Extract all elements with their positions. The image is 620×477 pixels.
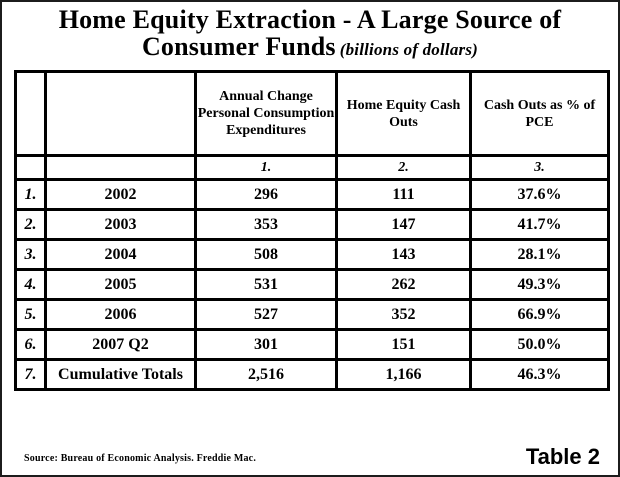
row-number-cell: 4.: [14, 268, 47, 301]
header-corner-cell: [14, 70, 47, 157]
cash-outs-cell: 111: [335, 178, 472, 211]
cash-outs-cell: 143: [335, 238, 472, 271]
row-number-cell: 2.: [14, 208, 47, 241]
year-cell: 2006: [44, 298, 197, 331]
cash-outs-cell: 262: [335, 268, 472, 301]
pce-cell: 531: [194, 268, 338, 301]
pct-cell: 37.6%: [469, 178, 610, 211]
table-row: 3. 2004 508 143 28.1%: [14, 238, 610, 271]
row-number-cell: 5.: [14, 298, 47, 331]
pct-cell: 50.0%: [469, 328, 610, 361]
pct-cell: 66.9%: [469, 298, 610, 331]
pce-cell: 353: [194, 208, 338, 241]
pce-cell: 296: [194, 178, 338, 211]
header-cash-outs: Home Equity Cash Outs: [335, 70, 472, 157]
year-cell: 2007 Q2: [44, 328, 197, 361]
table-row: 1. 2002 296 111 37.6%: [14, 178, 610, 211]
year-cell: 2002: [44, 178, 197, 211]
column-number: 1.: [194, 154, 338, 181]
table-row: 5. 2006 527 352 66.9%: [14, 298, 610, 331]
year-cell: Cumulative Totals: [44, 358, 197, 391]
pct-cell: 41.7%: [469, 208, 610, 241]
title-line-1: Home Equity Extraction - A Large Source …: [58, 5, 562, 34]
cash-outs-cell: 151: [335, 328, 472, 361]
page-title: Home Equity Extraction - A Large Source …: [2, 6, 618, 63]
year-cell: 2004: [44, 238, 197, 271]
data-table: Annual Change Personal Consumption Expen…: [14, 70, 610, 391]
row-number-cell: 1.: [14, 178, 47, 211]
source-note: Source: Bureau of Economic Analysis. Fre…: [24, 453, 257, 464]
colnum-empty-cell: [14, 154, 47, 181]
pct-cell: 46.3%: [469, 358, 610, 391]
column-number-row: 1. 2. 3.: [14, 154, 610, 181]
header-pct: Cash Outs as % of PCE: [469, 70, 610, 157]
title-line-2: Consumer Funds (billions of dollars): [141, 32, 479, 61]
pct-cell: 49.3%: [469, 268, 610, 301]
pce-cell: 2,516: [194, 358, 338, 391]
table-number-label: Table 2: [525, 444, 600, 469]
colnum-empty-cell: [44, 154, 197, 181]
year-cell: 2005: [44, 268, 197, 301]
column-number: 3.: [469, 154, 610, 181]
row-number-cell: 3.: [14, 238, 47, 271]
table-row: 4. 2005 531 262 49.3%: [14, 268, 610, 301]
pce-cell: 301: [194, 328, 338, 361]
column-number: 2.: [335, 154, 472, 181]
header-row: Annual Change Personal Consumption Expen…: [14, 70, 610, 157]
pct-cell: 28.1%: [469, 238, 610, 271]
table-row: 6. 2007 Q2 301 151 50.0%: [14, 328, 610, 361]
header-pce: Annual Change Personal Consumption Expen…: [194, 70, 338, 157]
table-row: 7. Cumulative Totals 2,516 1,166 46.3%: [14, 358, 610, 391]
cash-outs-cell: 147: [335, 208, 472, 241]
cash-outs-cell: 1,166: [335, 358, 472, 391]
title-subtitle: (billions of dollars): [339, 40, 479, 59]
year-cell: 2003: [44, 208, 197, 241]
row-number-cell: 6.: [14, 328, 47, 361]
pce-cell: 508: [194, 238, 338, 271]
table-row: 2. 2003 353 147 41.7%: [14, 208, 610, 241]
row-number-cell: 7.: [14, 358, 47, 391]
header-label-cell: [44, 70, 197, 157]
cash-outs-cell: 352: [335, 298, 472, 331]
pce-cell: 527: [194, 298, 338, 331]
